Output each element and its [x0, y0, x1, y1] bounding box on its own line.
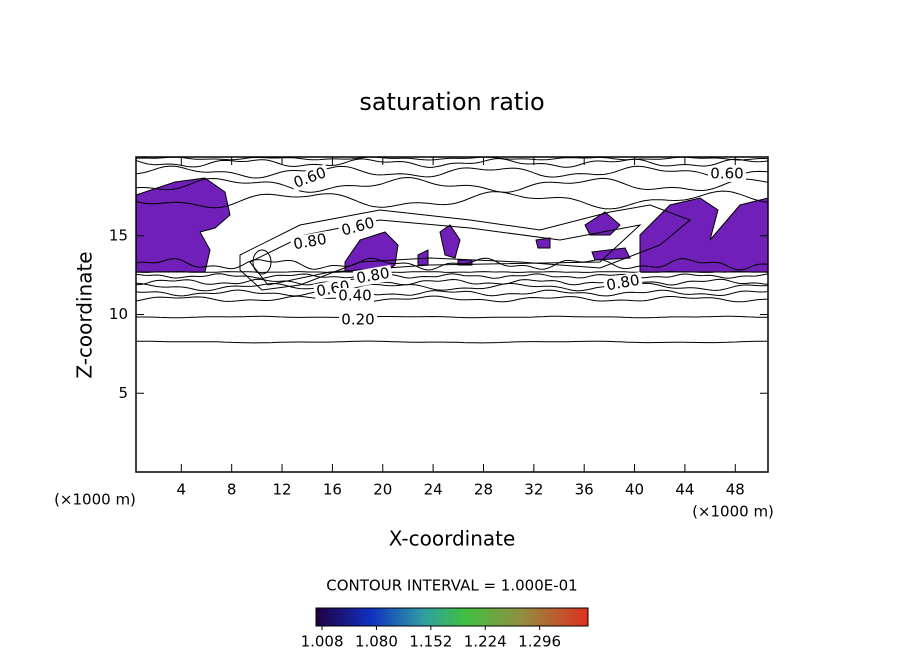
contour-label: 0.80 [292, 230, 328, 254]
y-axis-label: Z-coordinate [73, 251, 97, 378]
colorbar-tick-label: 1.008 [301, 633, 344, 651]
colorbar-tick-label: 1.152 [409, 633, 452, 651]
contour-interval: CONTOUR INTERVAL = 1.000E-01 [326, 577, 577, 595]
contour-label-bg [339, 312, 377, 328]
contour-line [136, 315, 768, 319]
contour-label: 0.80 [605, 271, 641, 295]
colorbar [315, 607, 589, 627]
x-tick-label: 20 [373, 481, 392, 499]
x-tick-label: 16 [323, 481, 342, 499]
contour-line [136, 273, 768, 279]
colorbar-tick-label: 1.224 [464, 633, 507, 651]
contour-line [136, 176, 768, 193]
contour-line [136, 157, 768, 161]
x-axis-label: X-coordinate [389, 527, 516, 551]
contour-line [136, 165, 768, 179]
contour-label: 0.40 [338, 287, 371, 305]
contour-line [136, 295, 768, 303]
colorbar-tick-label: 1.296 [518, 633, 561, 651]
chart-title: saturation ratio [359, 88, 544, 116]
contour-line [136, 257, 768, 271]
supersaturated-regions [136, 177, 768, 273]
contour-line [136, 282, 768, 292]
contour-label-bg [602, 271, 644, 295]
contour-line [239, 204, 691, 291]
contour-line [252, 249, 272, 275]
x-tick-label: 40 [625, 481, 644, 499]
x-tick-label: 44 [675, 481, 694, 499]
x-tick-label: 48 [726, 481, 745, 499]
contour-label-bg [352, 264, 394, 288]
contour-line [136, 289, 768, 297]
contour-line [136, 190, 768, 210]
contour-label: 0.80 [355, 264, 391, 288]
y-tick-label: 15 [109, 226, 128, 244]
contour-label-bg [289, 163, 331, 193]
contour-line [136, 340, 768, 344]
x-tick-label: 36 [575, 481, 594, 499]
contour-line [136, 158, 768, 168]
x-tick-label: 24 [424, 481, 443, 499]
contour-label: 0.20 [341, 311, 374, 329]
contour-lines [136, 157, 768, 344]
x-tick-label: 32 [524, 481, 543, 499]
contour-label: 0.60 [710, 165, 743, 183]
contour-line [136, 278, 768, 286]
contour-label: 0.60 [291, 163, 329, 191]
contour-label-bg [337, 214, 379, 240]
y-tick-label: 10 [109, 305, 128, 323]
contour-label-bg [289, 230, 331, 254]
y-tick-label: 5 [118, 384, 128, 402]
x-tick-label: 8 [227, 481, 237, 499]
plot-area [136, 157, 768, 344]
x-unit: (×1000 m) [692, 503, 774, 521]
x-tick-label: 4 [177, 481, 187, 499]
colorbar-tick-label: 1.080 [355, 633, 398, 651]
contour-label-bg [708, 166, 746, 182]
x-tick-label: 12 [272, 481, 291, 499]
x-tick-label: 28 [474, 481, 493, 499]
y-unit: (×1000 m) [54, 491, 136, 509]
contour-label-bg [336, 288, 374, 304]
contour-label: 0.60 [339, 214, 376, 240]
